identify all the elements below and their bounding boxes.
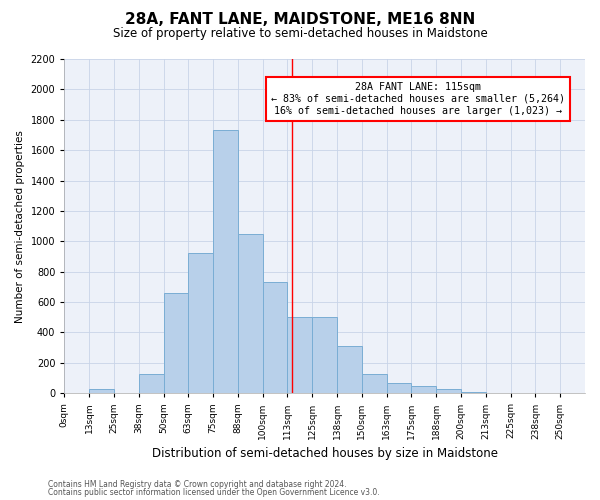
Bar (461, 392, 486, 394)
Text: 28A, FANT LANE, MAIDSTONE, ME16 8NN: 28A, FANT LANE, MAIDSTONE, ME16 8NN (125, 12, 475, 28)
Bar (412, 386, 436, 394)
Bar (263, 282, 287, 394)
Bar (287, 318, 312, 394)
Text: Contains public sector information licensed under the Open Government Licence v3: Contains public sector information licen… (48, 488, 380, 497)
X-axis label: Distribution of semi-detached houses by size in Maidstone: Distribution of semi-detached houses by … (152, 447, 497, 460)
Bar (164, 293, 188, 394)
Text: Size of property relative to semi-detached houses in Maidstone: Size of property relative to semi-detach… (113, 28, 487, 40)
Bar (312, 318, 337, 394)
Bar (213, 130, 238, 394)
Bar (436, 388, 461, 394)
Y-axis label: Number of semi-detached properties: Number of semi-detached properties (15, 130, 25, 322)
Bar (362, 374, 386, 394)
Bar (337, 346, 362, 394)
Text: 28A FANT LANE: 115sqm
← 83% of semi-detached houses are smaller (5,264)
16% of s: 28A FANT LANE: 115sqm ← 83% of semi-deta… (271, 82, 565, 116)
Bar (89, 388, 114, 394)
Bar (139, 374, 164, 394)
Bar (188, 254, 213, 394)
Text: Contains HM Land Registry data © Crown copyright and database right 2024.: Contains HM Land Registry data © Crown c… (48, 480, 347, 489)
Bar (238, 234, 263, 394)
Bar (486, 392, 511, 394)
Bar (386, 382, 412, 394)
